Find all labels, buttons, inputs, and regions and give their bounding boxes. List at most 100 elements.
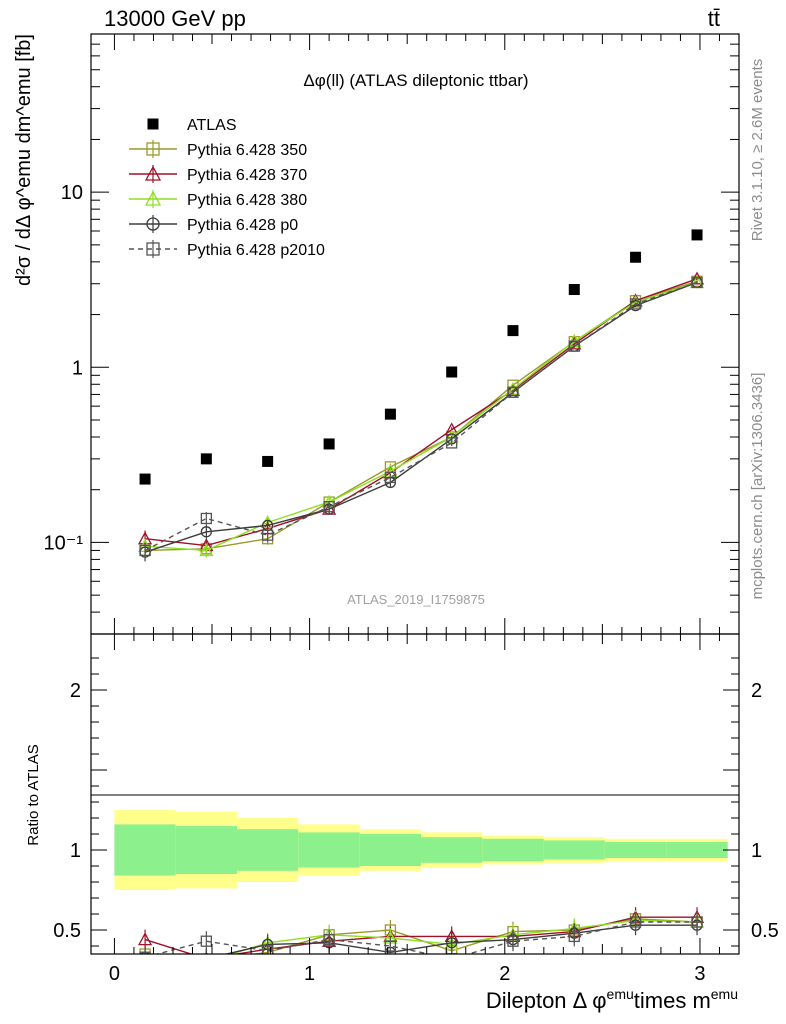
x-axis-label: Dilepton Δ φemutimes memu [486, 986, 738, 1013]
xlabel-part-2: emu [607, 986, 634, 1002]
legend-label: Pythia 6.428 380 [187, 192, 307, 209]
legend-label: Pythia 6.428 370 [187, 167, 307, 184]
data-point [323, 438, 335, 450]
xlabel-part-3: times m [634, 988, 711, 1013]
y-tick-label-main: 10 [61, 182, 83, 204]
x-tick-label: 1 [304, 963, 315, 985]
ratio-point [384, 940, 397, 952]
legend-marker [146, 242, 160, 256]
data-point [139, 473, 151, 485]
main-series-layer [137, 229, 705, 562]
ratio-point [203, 953, 210, 954]
ratio-series-1 [137, 907, 705, 954]
y-tick-label-ratio: 1 [70, 840, 81, 862]
data-point [323, 501, 335, 513]
series-0 [139, 229, 703, 485]
ratio-band-inner [421, 837, 483, 863]
y-tick-label-main: 10⁻¹ [44, 532, 84, 554]
legend-marker [147, 118, 159, 130]
data-point [200, 453, 212, 465]
x-tick-label: 2 [499, 963, 510, 985]
ratio-point [200, 935, 213, 947]
legend-marker [144, 165, 162, 181]
series-5 [139, 276, 703, 560]
series-1 [139, 275, 703, 558]
data-point [691, 276, 703, 289]
series-2 [137, 271, 705, 553]
legend-label: ATLAS [187, 117, 237, 134]
x-tick-label: 0 [109, 963, 120, 985]
legend-marker [146, 217, 160, 231]
data-point [446, 437, 458, 449]
axis-ticks: 10⁻¹ 1 10 0 1 2 3 0.5 0.5 1 1 2 2 [44, 33, 779, 985]
ratio-point [507, 935, 519, 947]
ratio-bands [114, 810, 728, 890]
y-tick-label-ratio: 0.5 [53, 920, 81, 942]
ratio-point [200, 956, 212, 967]
legend-label: Pythia 6.428 p2010 [187, 242, 325, 259]
data-point [568, 340, 580, 352]
ratio-band-inner [482, 838, 544, 862]
series-line [144, 281, 698, 552]
ratio-point [137, 932, 153, 946]
data-point [630, 251, 642, 263]
data-point [384, 408, 396, 420]
ratio-band-inner [298, 832, 360, 868]
ratio-point [568, 930, 580, 943]
ratio-series-2 [142, 910, 705, 967]
y-tick-label-main: 1 [72, 357, 83, 379]
data-point [691, 229, 703, 241]
ratio-band-inner [114, 824, 176, 876]
data-point [507, 325, 519, 337]
ratio-band-inner [359, 834, 422, 866]
ratio-series-4 [139, 912, 703, 954]
main-ylabel: d²σ / dΔ φ^emu dm^emu [fb] [13, 34, 35, 286]
xlabel-part-4: emu [711, 986, 738, 1002]
ratio-frame [90, 633, 740, 955]
xlabel-part-1: Dilepton Δ φ [486, 988, 607, 1013]
x-tick-label: 3 [694, 963, 705, 985]
series-line [145, 281, 698, 552]
ratio-point [446, 953, 458, 954]
data-point [199, 543, 214, 557]
rivet-label: Rivet 3.1.10, ≥ 2.6M events [749, 59, 766, 242]
data-point [629, 298, 642, 310]
data-point [200, 526, 213, 538]
legend-marker [146, 142, 160, 156]
y-tick-label-ratio-right: 2 [751, 680, 762, 702]
ratio-band-inner [175, 826, 237, 874]
ratio-band-inner [543, 840, 605, 860]
ratio-point [201, 955, 211, 965]
source-label: mcplots.cern.ch [arXiv:1306.3436] [749, 373, 766, 600]
ratio-band-inner [236, 829, 299, 871]
data-point [261, 529, 274, 541]
ratio-line [154, 921, 698, 954]
process-label: tt̄ [708, 6, 720, 31]
ratio-point [323, 933, 335, 946]
ratio-point [691, 916, 703, 928]
series-4 [139, 276, 703, 562]
energy-label: 13000 GeV pp [104, 6, 246, 31]
y-tick-label-ratio: 2 [70, 680, 81, 702]
data-point [200, 512, 213, 525]
analysis-id: ATLAS_2019_I1759875 [347, 592, 485, 607]
ratio-point [139, 951, 151, 954]
legend: ATLAS Pythia 6.428 350 Pythia 6.428 370 Pyt… [129, 117, 325, 259]
legend-marker [144, 190, 162, 206]
data-point [262, 455, 274, 467]
data-point [568, 284, 580, 296]
legend-label: Pythia 6.428 350 [187, 142, 307, 159]
chart-title: Δφ(ll) (ATLAS dileptonic ttbar) [303, 71, 528, 90]
data-point [139, 544, 151, 557]
ratio-band-inner [604, 842, 667, 858]
ratio-band-inner [666, 842, 728, 858]
legend-label: Pythia 6.428 p0 [187, 217, 298, 234]
series-line [144, 281, 698, 553]
data-point [507, 386, 519, 398]
ratio-line [229, 919, 698, 954]
ratio-series-layer [137, 907, 705, 967]
series-line [145, 280, 698, 552]
y-tick-label-ratio-right: 1 [751, 840, 762, 862]
data-point [384, 471, 397, 484]
